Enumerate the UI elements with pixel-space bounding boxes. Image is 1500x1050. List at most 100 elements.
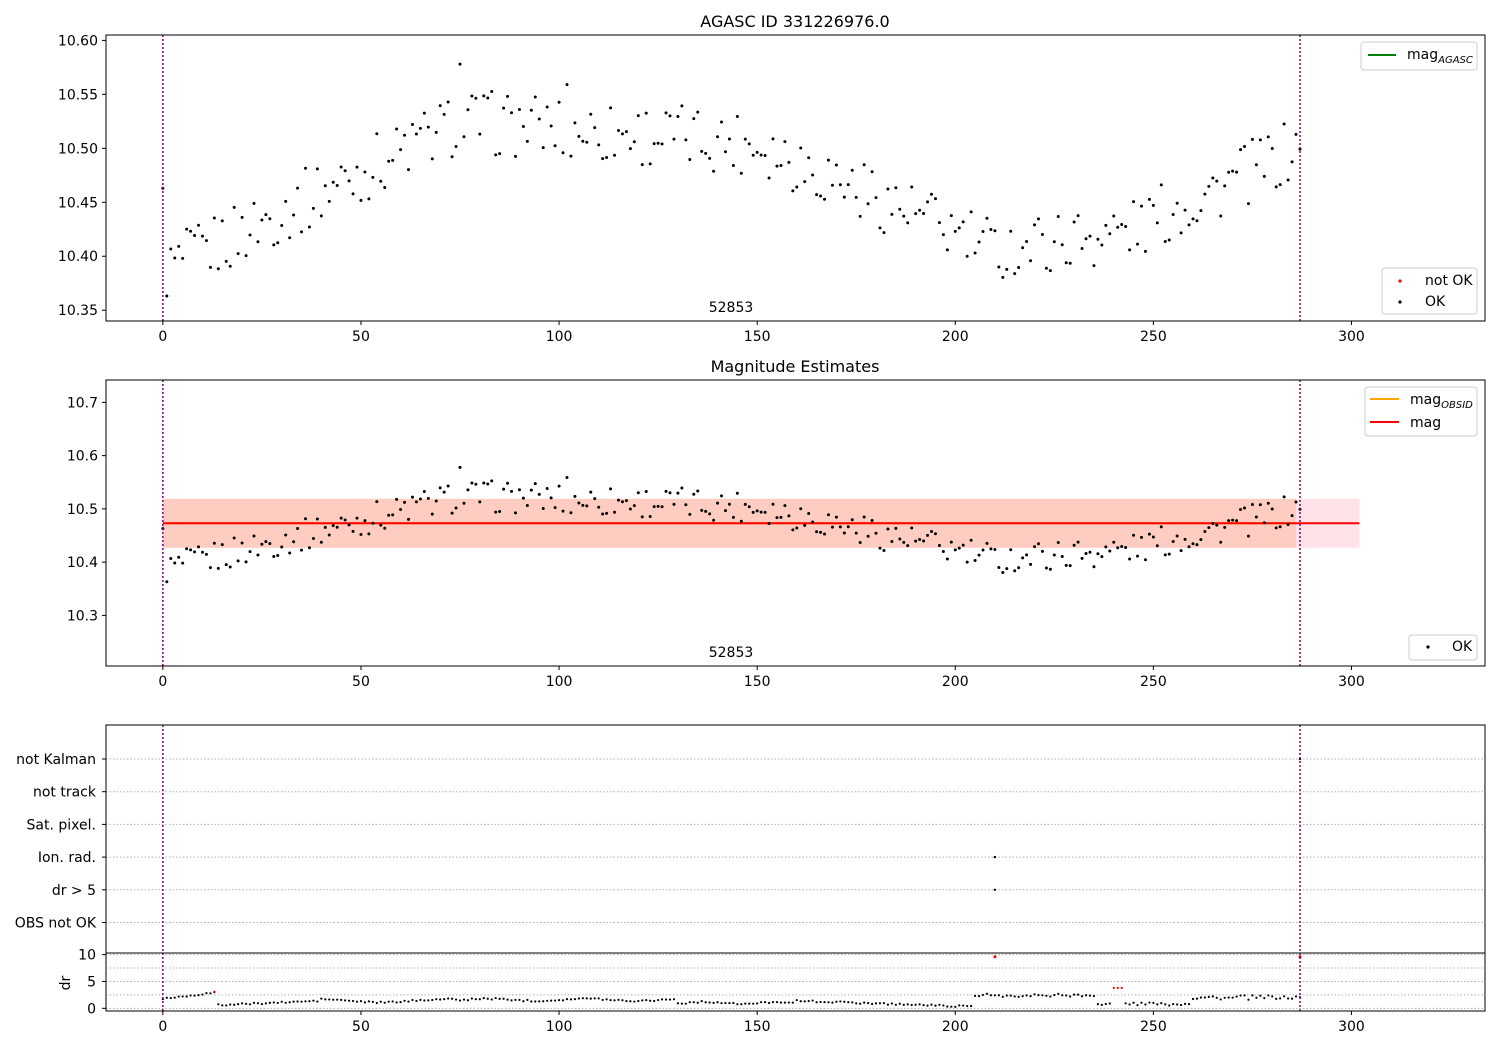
ok-point bbox=[969, 210, 973, 214]
magnitude-panel: Magnitude Estimates 0 50 100 150 200 250 300 10… bbox=[67, 357, 1486, 690]
ok-point bbox=[256, 240, 260, 244]
ok-point bbox=[391, 158, 395, 162]
dr-point bbox=[288, 1001, 291, 1004]
dr-point bbox=[165, 996, 168, 999]
ok-point bbox=[545, 105, 549, 109]
ok-point bbox=[565, 83, 569, 87]
ok-point bbox=[854, 531, 858, 535]
ok-point bbox=[929, 530, 933, 534]
ok-point bbox=[1270, 147, 1274, 151]
ok-point bbox=[787, 160, 791, 164]
ok-point bbox=[866, 534, 870, 538]
dr-point bbox=[550, 999, 553, 1002]
ok-point bbox=[1250, 502, 1254, 506]
dr-point bbox=[1183, 1002, 1187, 1005]
ok-point bbox=[1064, 563, 1068, 567]
ok-point bbox=[517, 488, 521, 492]
dr-point bbox=[1290, 997, 1294, 1000]
dr-point bbox=[427, 999, 430, 1002]
ok-point bbox=[383, 526, 387, 530]
ok-point bbox=[692, 117, 696, 121]
ok-point bbox=[1258, 503, 1262, 507]
dr-point bbox=[1263, 996, 1266, 1000]
dr-point bbox=[248, 1003, 252, 1006]
ok-point bbox=[799, 146, 803, 150]
ok-point bbox=[807, 512, 811, 516]
dr-tick-label: 0 bbox=[87, 1001, 96, 1017]
ok-point bbox=[1270, 507, 1274, 511]
dr-point bbox=[625, 999, 628, 1003]
ok-point bbox=[624, 130, 628, 134]
dr-point bbox=[886, 1003, 890, 1006]
dr-point bbox=[653, 999, 656, 1003]
ok-point bbox=[997, 565, 1001, 569]
dr-point bbox=[1294, 995, 1298, 998]
ok-point bbox=[478, 132, 482, 136]
dr-point bbox=[474, 998, 477, 1001]
ok-point bbox=[383, 185, 387, 189]
ok-point bbox=[767, 176, 771, 180]
ok-point bbox=[1199, 209, 1203, 213]
ok-point bbox=[1243, 506, 1247, 510]
ok-point bbox=[375, 132, 379, 136]
ok-point bbox=[1139, 204, 1143, 208]
ok-point bbox=[1048, 269, 1052, 273]
ok-point bbox=[1029, 562, 1033, 566]
ok-point bbox=[288, 236, 292, 240]
dr-point bbox=[490, 998, 493, 1001]
dr-point bbox=[264, 1002, 267, 1005]
ok-point bbox=[1056, 215, 1060, 219]
dr-point bbox=[1057, 992, 1060, 995]
ok-point bbox=[870, 518, 874, 522]
dr-point bbox=[256, 1002, 260, 1005]
ok-point bbox=[989, 547, 993, 551]
dr-point bbox=[375, 1001, 378, 1005]
dr-not-ok-point bbox=[213, 990, 216, 993]
ok-point bbox=[1290, 514, 1294, 518]
dr-point bbox=[1156, 1003, 1159, 1006]
ok-point bbox=[327, 533, 331, 537]
dr-tick-label: 10 bbox=[78, 948, 96, 964]
dr-point bbox=[1045, 994, 1048, 997]
ok-point bbox=[367, 197, 371, 201]
ok-point bbox=[609, 106, 613, 110]
ok-point bbox=[910, 526, 914, 530]
ok-point bbox=[403, 133, 407, 137]
ok-point bbox=[1175, 534, 1179, 538]
dr-point bbox=[1211, 995, 1214, 998]
ok-point bbox=[244, 254, 248, 258]
not-ok-legend-label: not OK bbox=[1425, 273, 1473, 289]
ok-point bbox=[387, 513, 391, 517]
dr-point bbox=[411, 998, 414, 1002]
ok-point bbox=[688, 512, 692, 516]
ok-point bbox=[826, 158, 830, 162]
dr-point bbox=[561, 999, 565, 1002]
dr-point bbox=[1092, 994, 1096, 998]
ok-point bbox=[1072, 220, 1076, 224]
ok-point bbox=[244, 560, 248, 564]
ok-point bbox=[236, 252, 240, 256]
ok-point bbox=[446, 100, 450, 104]
dr-point bbox=[657, 998, 660, 1002]
ok-point bbox=[624, 499, 628, 503]
ok-point bbox=[541, 507, 545, 511]
dr-point bbox=[779, 1001, 783, 1004]
y-tick-label: 10.45 bbox=[58, 195, 98, 211]
ok-point bbox=[1060, 554, 1064, 558]
ok-point bbox=[1294, 132, 1298, 136]
ok-point bbox=[640, 515, 644, 519]
dr-point bbox=[177, 995, 180, 998]
flag-label: not Kalman bbox=[16, 752, 96, 768]
ok-point bbox=[276, 241, 280, 245]
ok-point bbox=[779, 515, 783, 519]
ok-point bbox=[474, 96, 478, 100]
ok-point bbox=[454, 145, 458, 149]
ok-point bbox=[375, 500, 379, 504]
ok-point bbox=[747, 505, 751, 509]
ok-point bbox=[823, 197, 827, 201]
ok-point bbox=[252, 201, 256, 205]
ok-point bbox=[1278, 525, 1282, 529]
dr-point bbox=[855, 1002, 858, 1005]
ok-point bbox=[1139, 535, 1143, 539]
magnitude-obsid-annotation: 52853 bbox=[709, 645, 754, 661]
